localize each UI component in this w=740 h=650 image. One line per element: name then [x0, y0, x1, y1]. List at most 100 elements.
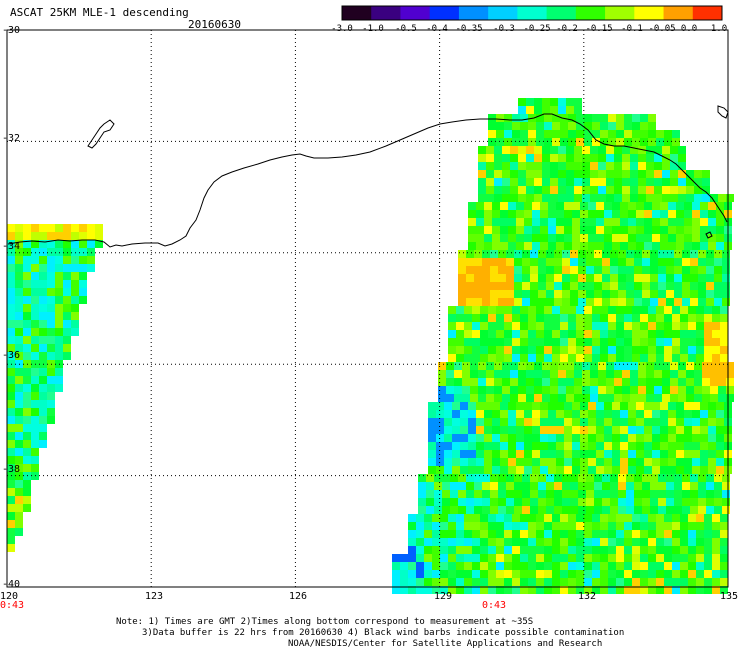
swath-cell [640, 522, 648, 530]
swath-cell [556, 458, 564, 466]
swath-cell [602, 498, 610, 506]
swath-cell [698, 274, 706, 282]
swath-cell [47, 408, 55, 416]
swath-cell [704, 314, 712, 322]
swath-cell [574, 106, 582, 114]
swath-cell [720, 578, 728, 586]
swath-cell [606, 154, 614, 162]
swath-cell [714, 482, 722, 490]
swath-cell [668, 218, 676, 226]
swath-cell [500, 434, 508, 442]
swath-cell [512, 130, 520, 138]
swath-cell [678, 370, 686, 378]
swath-cell [448, 314, 456, 322]
swath-cell [520, 122, 528, 130]
swath-cell [552, 130, 560, 138]
swath-cell [504, 562, 512, 570]
swath-cell [464, 322, 472, 330]
swath-cell [694, 194, 702, 202]
swath-cell [480, 314, 488, 322]
swath-cell [71, 256, 79, 264]
map-frame [6, 29, 729, 588]
swath-cell [624, 130, 632, 138]
swath-cell [622, 146, 630, 154]
swath-cell [596, 410, 604, 418]
swath-cell [31, 448, 39, 456]
swath-cell [532, 402, 540, 410]
swath-cell [432, 570, 440, 578]
swath-cell [588, 202, 596, 210]
swath-cell [562, 266, 570, 274]
swath-cell [434, 498, 442, 506]
swath-cell [616, 114, 624, 122]
swath-cell [550, 370, 558, 378]
swath-cell [660, 242, 668, 250]
swath-cell [442, 506, 450, 514]
swath-cell [550, 154, 558, 162]
swath-cell [544, 586, 552, 594]
swath-cell [39, 264, 47, 272]
swath-cell [554, 506, 562, 514]
swath-cell [594, 258, 602, 266]
swath-cell [620, 218, 628, 226]
swath-cell [588, 450, 596, 458]
swath-cell [656, 562, 664, 570]
swath-cell [592, 546, 600, 554]
swath-cell [474, 490, 482, 498]
swath-cell [526, 186, 534, 194]
swath-cell [468, 226, 476, 234]
swath-cell [640, 562, 648, 570]
swath-cell [612, 402, 620, 410]
swath-cell [632, 114, 640, 122]
swath-cell [680, 522, 688, 530]
swath-cell [528, 570, 536, 578]
swath-cell [558, 154, 566, 162]
swath-cell [15, 312, 23, 320]
swath-cell [684, 450, 692, 458]
swath-cell [604, 242, 612, 250]
swath-cell [47, 328, 55, 336]
swath-cell [692, 458, 700, 466]
swath-cell [520, 338, 528, 346]
swath-cell [440, 554, 448, 562]
swath-cell [608, 554, 616, 562]
swath-cell [464, 562, 472, 570]
swath-cell [79, 296, 87, 304]
swath-cell [438, 386, 446, 394]
swath-cell [504, 578, 512, 586]
swath-cell [660, 450, 668, 458]
swath-cell [652, 242, 660, 250]
swath-cell [694, 186, 702, 194]
swath-cell [472, 338, 480, 346]
swath-cell [416, 586, 424, 594]
swath-cell [7, 344, 15, 352]
swath-cell [550, 146, 558, 154]
swath-cell [512, 522, 520, 530]
swath-cell [490, 274, 498, 282]
swath-cell [578, 474, 586, 482]
swath-cell [708, 418, 716, 426]
swath-cell [7, 464, 15, 472]
swath-cell [712, 306, 720, 314]
swath-cell [544, 306, 552, 314]
swath-cell [47, 248, 55, 256]
swath-cell [524, 442, 532, 450]
swath-cell [684, 434, 692, 442]
swath-cell [524, 242, 532, 250]
swath-cell [554, 498, 562, 506]
swath-cell [31, 400, 39, 408]
swath-cell [556, 442, 564, 450]
swath-cell [490, 250, 498, 258]
swath-cell [614, 170, 622, 178]
swath-cell [598, 378, 606, 386]
swath-cell [614, 162, 622, 170]
swath-cell [672, 570, 680, 578]
swath-cell [536, 514, 544, 522]
swath-cell [606, 178, 614, 186]
swath-cell [532, 202, 540, 210]
swath-cell [536, 114, 544, 122]
swath-cell [524, 218, 532, 226]
swath-cell [474, 274, 482, 282]
swath-cell [634, 474, 642, 482]
swath-cell [464, 546, 472, 554]
